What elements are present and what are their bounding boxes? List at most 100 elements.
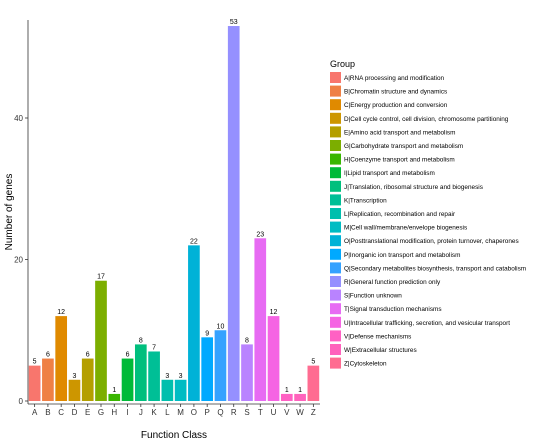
legend-item-k: K|Transcription — [330, 194, 387, 206]
bar-k — [148, 351, 160, 401]
legend-label: V|Defense mechanisms — [344, 333, 411, 340]
x-tick-label: V — [284, 408, 290, 417]
bar-value-label: 3 — [165, 373, 169, 380]
bar-t — [254, 238, 267, 401]
legend-label: Q|Secondary metabolites biosynthesis, tr… — [344, 265, 526, 272]
bar-c — [55, 316, 68, 401]
bar-i — [121, 358, 134, 401]
x-tick-label: P — [205, 408, 210, 417]
legend-label: U|Intracellular trafficking, secretion, … — [344, 320, 510, 327]
legend-item-s: S|Function unknown — [330, 289, 402, 301]
legend: Group A|RNA processing and modification B|… — [330, 59, 526, 369]
legend-title: Group — [330, 59, 355, 69]
legend-item-m: M|Cell wall/membrane/envelope biogenesis — [330, 221, 467, 233]
bar-value-label: 1 — [285, 387, 289, 394]
legend-item-p: P|Inorganic ion transport and metabolism — [330, 248, 460, 260]
bar-h — [108, 393, 121, 401]
bar-value-label: 1 — [112, 387, 116, 394]
x-tick-label: H — [111, 408, 117, 417]
legend-label: T|Signal transduction mechanisms — [344, 306, 442, 313]
x-tick-label: J — [139, 408, 143, 417]
legend-item-o: O|Posttranslational modification, protei… — [330, 235, 519, 247]
legend-swatch — [330, 153, 341, 165]
legend-item-v: V|Defense mechanisms — [330, 330, 411, 342]
bar-m — [174, 379, 187, 401]
x-tick-label: Z — [311, 408, 316, 417]
legend-swatch — [330, 357, 341, 369]
legend-item-e: E|Amino acid transport and metabolism — [330, 126, 455, 138]
legend-item-r: R|General function prediction only — [330, 276, 441, 287]
legend-label: O|Posttranslational modification, protei… — [344, 238, 519, 245]
bar-value-label: 3 — [179, 373, 183, 380]
bar-value-label: 22 — [190, 238, 198, 245]
bar-w — [294, 393, 306, 401]
bar-u — [267, 316, 280, 401]
legend-item-i: I|Lipid transport and metabolism — [330, 167, 435, 179]
legend-item-g: G|Carbohydrate transport and metabolism — [330, 140, 463, 151]
legend-label: G|Carbohydrate transport and metabolism — [344, 143, 463, 150]
legend-swatch — [330, 99, 341, 111]
bar-value-label: 12 — [270, 309, 278, 316]
legend-label: B|Chromatin structure and dynamics — [344, 89, 447, 96]
legend-swatch — [330, 85, 341, 97]
legend-item-a: A|RNA processing and modification — [330, 72, 445, 83]
bar-value-label: 9 — [205, 330, 209, 337]
x-tick-label: G — [98, 408, 104, 417]
legend-item-q: Q|Secondary metabolites biosynthesis, tr… — [330, 262, 526, 274]
legend-label: H|Coenzyme transport and metabolism — [344, 157, 455, 164]
legend-swatch — [330, 72, 341, 83]
x-tick-label: W — [296, 408, 304, 417]
legend-swatch — [330, 180, 341, 192]
x-tick-label: T — [258, 408, 263, 417]
bar-v — [280, 393, 293, 401]
legend-item-j: J|Translation, ribosomal structure and b… — [330, 180, 483, 192]
bar-e — [81, 358, 94, 401]
bar-value-label: 17 — [97, 274, 105, 281]
bar-p — [201, 337, 214, 401]
legend-swatch — [330, 235, 341, 247]
legend-label: M|Cell wall/membrane/envelope biogenesis — [344, 225, 467, 232]
bar-value-label: 3 — [73, 373, 77, 380]
x-tick-label: E — [85, 408, 90, 417]
bar-value-label: 8 — [245, 337, 249, 344]
x-tick-label: M — [177, 408, 184, 417]
legend-label: R|General function prediction only — [344, 279, 441, 286]
x-tick-label: O — [191, 408, 197, 417]
legend-label: J|Translation, ribosomal structure and b… — [344, 184, 483, 191]
bar-l — [161, 379, 174, 401]
legend-label: L|Replication, recombination and repair — [344, 211, 456, 218]
legend-label: W|Extracellular structures — [344, 347, 417, 354]
legend-item-h: H|Coenzyme transport and metabolism — [330, 153, 455, 165]
y-axis-title: Number of genes — [4, 174, 15, 251]
x-tick-label: A — [32, 408, 38, 417]
bar-o — [188, 245, 200, 401]
bar-value-label: 5 — [311, 359, 315, 366]
legend-item-u: U|Intracellular trafficking, secretion, … — [330, 316, 510, 328]
bar-d — [68, 379, 81, 401]
x-tick-label: K — [151, 408, 157, 417]
bar-value-label: 6 — [86, 352, 90, 359]
bar-value-label: 1 — [298, 387, 302, 394]
x-tick-label: I — [126, 408, 128, 417]
legend-swatch — [330, 303, 341, 315]
x-tick-label: D — [72, 408, 78, 417]
legend-item-c: C|Energy production and conversion — [330, 99, 448, 111]
plot-area: 5 6 12 3 6 17 1 6 8 7 3 3 22 9 10 53 8 23 12 1 1 5 — [28, 19, 320, 402]
y-tick-label: 20 — [14, 256, 23, 265]
legend-item-z: Z|Cytoskeleton — [330, 357, 387, 369]
bar-value-label: 8 — [139, 337, 143, 344]
legend-swatch — [330, 126, 341, 138]
legend-label: D|Cell cycle control, cell division, chr… — [344, 116, 509, 123]
x-tick-label: Q — [217, 408, 223, 417]
legend-swatch — [330, 167, 341, 179]
legend-label: E|Amino acid transport and metabolism — [344, 129, 455, 136]
x-axis-title: Function Class — [141, 430, 207, 441]
legend-label: C|Energy production and conversion — [344, 102, 448, 109]
bar-s — [241, 344, 253, 401]
bar-value-label: 6 — [46, 352, 50, 359]
bar-q — [214, 330, 227, 401]
legend-swatch — [330, 262, 341, 274]
bar-value-label: 10 — [217, 323, 225, 330]
bar-z — [307, 365, 320, 401]
legend-label: I|Lipid transport and metabolism — [344, 170, 435, 177]
